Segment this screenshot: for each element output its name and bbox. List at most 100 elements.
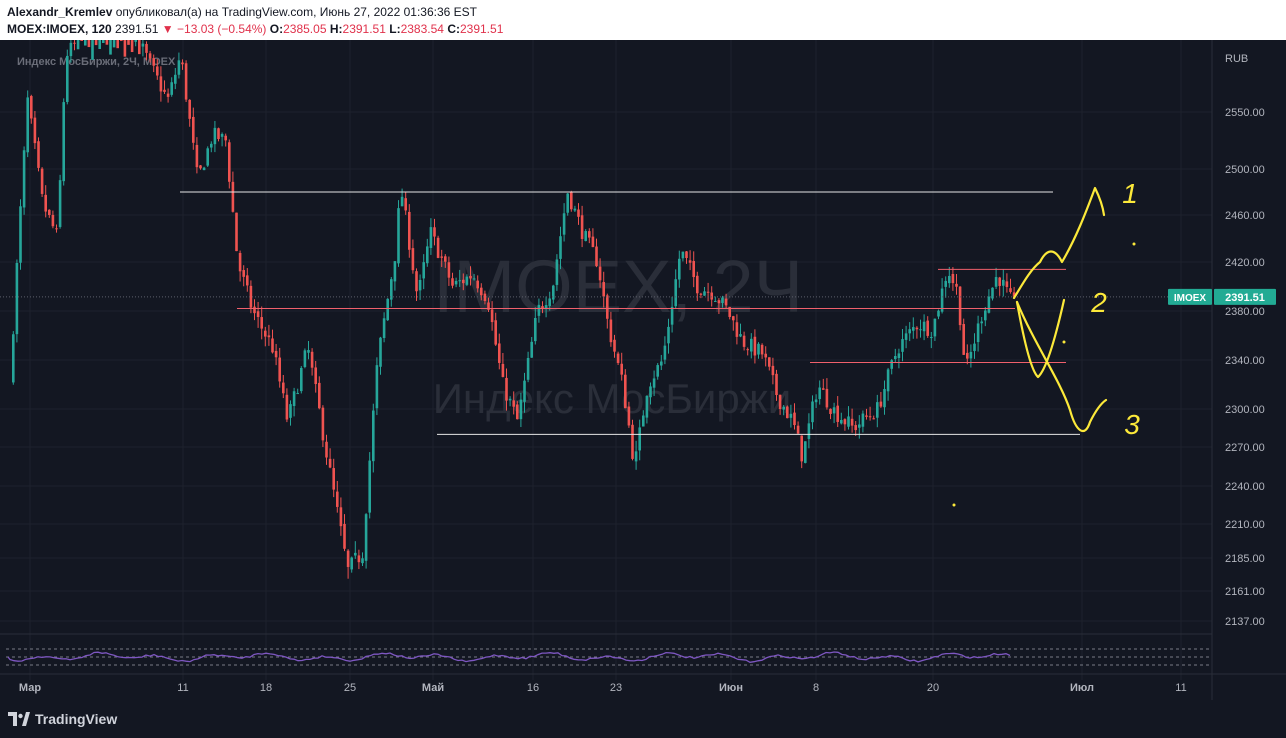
- candle-body: [706, 291, 710, 293]
- candle-body: [188, 99, 191, 119]
- candle-body: [588, 231, 591, 238]
- candle-body: [858, 424, 861, 428]
- time-tick-label: Июл: [1070, 682, 1094, 694]
- candle-body: [314, 367, 317, 385]
- watermark-name: Индекс МосБиржи: [433, 375, 792, 422]
- candle-body: [904, 333, 908, 340]
- candle-body: [562, 213, 566, 235]
- candle-body: [462, 279, 465, 284]
- candle-body: [130, 40, 134, 53]
- candle-body: [444, 256, 447, 262]
- tradingview-logo-text: TradingView: [35, 711, 118, 727]
- symbol-tag-label: IMOEX: [1174, 293, 1207, 304]
- candle-body: [202, 167, 206, 171]
- candle-body: [865, 415, 868, 417]
- candle-body: [609, 319, 613, 343]
- price-change: −13.03 (−0.54%): [177, 22, 267, 36]
- candle-body: [26, 97, 29, 153]
- candle-body: [922, 321, 926, 332]
- candle-body: [62, 102, 65, 182]
- candle-body: [228, 142, 231, 182]
- candle-body: [699, 293, 703, 295]
- candle-body: [152, 58, 155, 66]
- candle-body: [51, 214, 55, 227]
- candle-body: [933, 318, 937, 337]
- candle-body: [894, 356, 897, 360]
- candle-body: [512, 400, 515, 407]
- candle-body: [692, 261, 695, 278]
- low-label: L:: [389, 22, 401, 36]
- candle-body: [220, 134, 224, 137]
- candle-body: [69, 42, 73, 57]
- candle-body: [271, 338, 274, 353]
- time-axis[interactable]: Мар 11 18 25 Май 16 23 Июн 8 20 Июл 11: [0, 673, 1286, 694]
- price-tick-label: 2210.00: [1225, 519, 1265, 531]
- candle-body: [303, 350, 307, 367]
- candle-body: [264, 330, 267, 337]
- price-tick-label: 2420.00: [1225, 257, 1265, 269]
- candle-body: [397, 208, 400, 264]
- candle-body: [847, 416, 850, 427]
- candle-body: [447, 262, 451, 278]
- candle-body: [685, 251, 688, 259]
- author-name[interactable]: Alexandr_Kremlev: [7, 5, 113, 19]
- candle-body: [76, 40, 80, 50]
- candle-body: [876, 402, 879, 418]
- candle-body: [22, 150, 26, 208]
- candle-body: [519, 399, 523, 420]
- candle-body: [548, 298, 551, 306]
- candle-body: [577, 209, 580, 217]
- candle-body: [350, 557, 353, 570]
- price-tick-label: 2161.00: [1225, 586, 1265, 598]
- candle-body: [12, 334, 15, 383]
- candle-body: [296, 393, 299, 395]
- price-tick-label: 2550.00: [1225, 107, 1265, 119]
- price-tag-label: 2391.51: [1225, 292, 1265, 304]
- price-chart[interactable]: IMOEX, 2Ч Индекс МосБиржи Индекс МосБирж…: [0, 40, 1286, 700]
- candle-body: [969, 351, 973, 359]
- candle-body: [123, 40, 127, 57]
- candle-body: [138, 40, 141, 55]
- candle-body: [483, 293, 487, 302]
- candle-body: [274, 350, 278, 358]
- candle-body: [868, 416, 872, 418]
- scenario-annotations: 1 2 3: [952, 178, 1140, 507]
- candle-body: [415, 271, 418, 292]
- candle-body: [829, 408, 832, 414]
- candle-body: [436, 237, 440, 258]
- candle-body: [940, 288, 944, 312]
- candle-body: [883, 389, 886, 408]
- price-axis[interactable]: RUB 2550.00 2500.00 2460.00 2420.00 2380.00 23…: [1168, 40, 1276, 700]
- candle-body: [854, 425, 857, 431]
- candle-body: [782, 406, 785, 410]
- candle-body: [15, 262, 19, 335]
- price-tick-label: 2500.00: [1225, 164, 1265, 176]
- candle-body: [559, 236, 562, 259]
- candle-body: [991, 287, 994, 299]
- candle-body: [120, 40, 123, 42]
- candle-body: [616, 353, 620, 363]
- tradingview-logo[interactable]: TradingView: [8, 711, 117, 727]
- candle-body: [238, 253, 242, 272]
- candle-body: [368, 460, 371, 513]
- candle-body: [440, 256, 443, 258]
- candle-body: [246, 275, 249, 286]
- candle-body: [850, 418, 854, 426]
- level-lines[interactable]: [0, 191, 1212, 435]
- candle-body: [760, 344, 764, 355]
- candle-body: [602, 282, 605, 297]
- symbol-tag: [1168, 288, 1212, 305]
- candle-body: [292, 391, 296, 407]
- candle-body: [364, 514, 368, 561]
- candle-body: [652, 378, 656, 388]
- candle-body: [116, 40, 119, 49]
- candle-body: [30, 96, 33, 119]
- price-tick-label: 2137.00: [1225, 616, 1265, 628]
- candle-body: [386, 298, 389, 321]
- annotation-dot: [952, 503, 956, 507]
- candle-body: [393, 261, 397, 282]
- candle-body: [825, 388, 829, 408]
- candle-body: [19, 206, 22, 263]
- candle-body: [642, 415, 645, 427]
- candle-body: [534, 318, 537, 342]
